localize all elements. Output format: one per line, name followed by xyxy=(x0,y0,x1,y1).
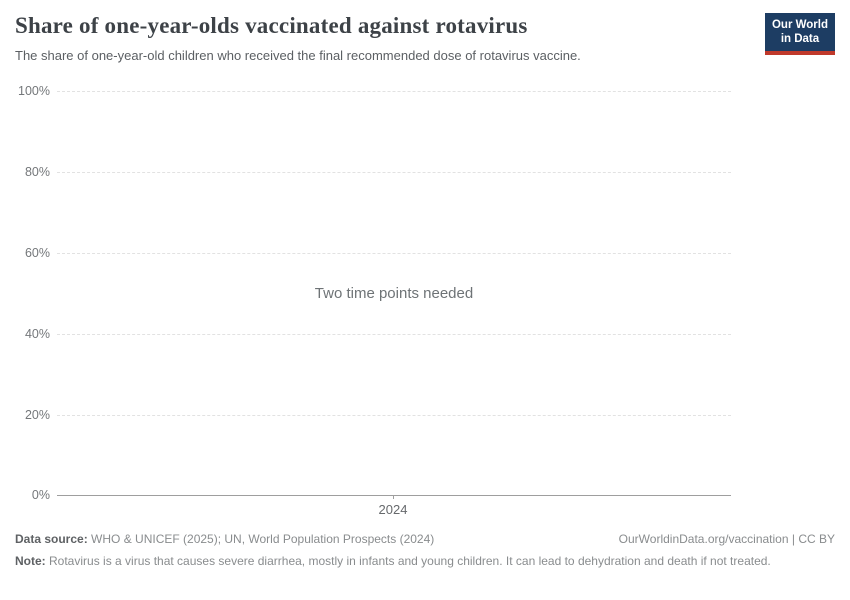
owid-logo-line2: in Data xyxy=(780,33,820,46)
owid-logo-line1: Our World xyxy=(771,19,828,31)
y-axis-tick-label: 60% xyxy=(24,246,50,260)
x-axis-tick-label: 2024 xyxy=(378,502,408,517)
chart-title: Share of one-year-olds vaccinated agains… xyxy=(15,13,528,38)
x-axis-line xyxy=(57,495,731,496)
gridline-20 xyxy=(57,415,731,416)
gridline-100 xyxy=(57,91,731,92)
datasource-label: Data source: xyxy=(15,532,88,546)
note-label: Note: xyxy=(15,554,46,568)
y-axis-tick-label: 0% xyxy=(31,488,50,502)
chart-footer: Data source: WHO & UNICEF (2025); UN, Wo… xyxy=(15,532,835,570)
y-axis-tick-label: 40% xyxy=(24,327,50,341)
chart-subtitle: The share of one-year-old children who r… xyxy=(15,48,581,63)
y-axis-tick-label: 80% xyxy=(24,165,50,179)
owid-logo[interactable]: Our World in Data xyxy=(764,13,835,55)
chart-header: Share of one-year-olds vaccinated agains… xyxy=(15,13,835,63)
footer-attribution-link[interactable]: OurWorldinData.org/vaccination | CC BY xyxy=(618,532,835,546)
empty-state-message: Two time points needed xyxy=(314,285,474,302)
x-axis-tick xyxy=(393,495,394,499)
note-text: Rotavirus is a virus that causes severe … xyxy=(45,554,771,568)
gridline-40 xyxy=(57,334,731,335)
datasource-text: WHO & UNICEF (2025); UN, World Populatio… xyxy=(87,532,435,546)
footer-note: Note: Rotavirus is a virus that causes s… xyxy=(15,553,777,570)
gridline-80 xyxy=(57,172,731,173)
footer-datasource: Data source: WHO & UNICEF (2025); UN, Wo… xyxy=(15,532,434,546)
gridline-60 xyxy=(57,253,731,254)
y-axis-tick-label: 100% xyxy=(18,84,50,98)
y-axis-tick-label: 20% xyxy=(24,408,50,422)
